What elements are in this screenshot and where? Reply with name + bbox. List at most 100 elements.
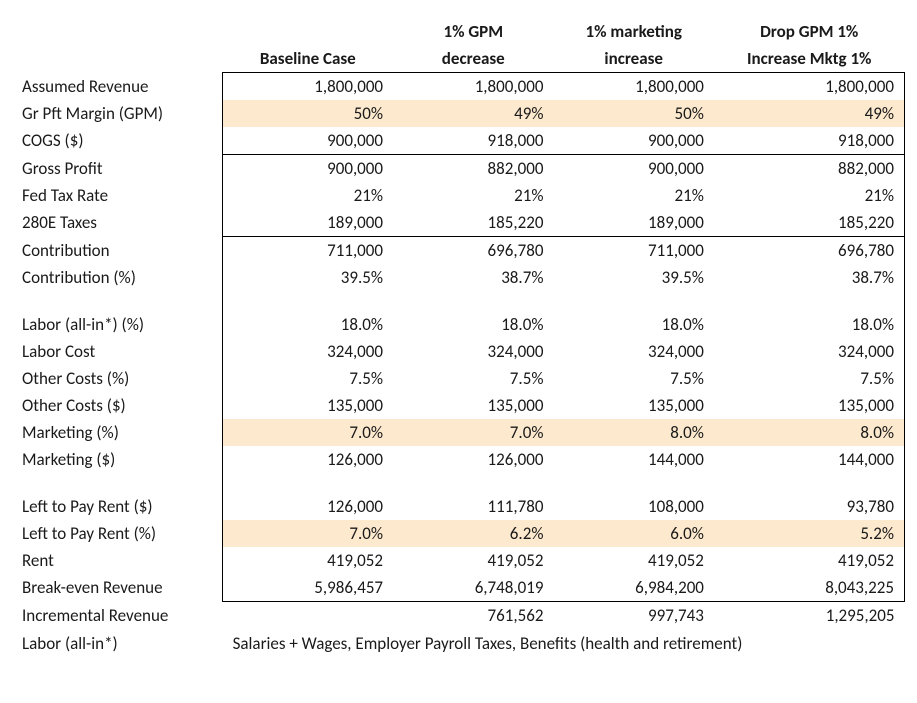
label-marketing-cost: Marketing ($) (12, 446, 223, 473)
cell-left-rent-pct-c2: 6.2% (393, 520, 553, 547)
row-280e: 280E Taxes 189,000 185,220 189,000 185,2… (12, 209, 905, 237)
label-revenue: Assumed Revenue (12, 73, 223, 101)
cell-labor-pct-c1: 18.0% (223, 311, 393, 338)
cell-revenue-c2: 1,800,000 (393, 73, 553, 101)
col4-header1: Drop GPM 1% (714, 18, 905, 45)
cell-left-rent-c2: 111,780 (393, 493, 553, 520)
footnote-text: Salaries + Wages, Employer Payroll Taxes… (223, 629, 905, 657)
cell-marketing-cost-c3: 144,000 (553, 446, 713, 473)
cell-rent-c1: 419,052 (223, 547, 393, 574)
cell-left-rent-c3: 108,000 (553, 493, 713, 520)
cell-left-rent-pct-c3: 6.0% (553, 520, 713, 547)
cell-contribution-c3: 711,000 (553, 237, 713, 265)
cell-280e-c1: 189,000 (223, 209, 393, 237)
cell-rent-c4: 419,052 (714, 547, 905, 574)
cell-fed-tax-c4: 21% (714, 182, 905, 209)
cell-other-cost-c2: 135,000 (393, 392, 553, 419)
cell-contribution-pct-c2: 38.7% (393, 264, 553, 291)
cell-labor-cost-c3: 324,000 (553, 338, 713, 365)
cell-labor-cost-c4: 324,000 (714, 338, 905, 365)
scenario-table: 1% GPM 1% marketing Drop GPM 1% Baseline… (12, 18, 905, 657)
cell-cogs-c3: 900,000 (553, 127, 713, 155)
row-footnote: Labor (all-in*) Salaries + Wages, Employ… (12, 629, 905, 657)
row-incremental: Incremental Revenue 761,562 997,743 1,29… (12, 602, 905, 630)
row-contribution: Contribution 711,000 696,780 711,000 696… (12, 237, 905, 265)
cell-labor-cost-c2: 324,000 (393, 338, 553, 365)
spacer-1 (12, 291, 905, 311)
cell-fed-tax-c1: 21% (223, 182, 393, 209)
cell-other-pct-c2: 7.5% (393, 365, 553, 392)
cell-revenue-c4: 1,800,000 (714, 73, 905, 101)
cell-marketing-cost-c2: 126,000 (393, 446, 553, 473)
row-left-rent-pct: Left to Pay Rent (%) 7.0% 6.2% 6.0% 5.2% (12, 520, 905, 547)
label-rent: Rent (12, 547, 223, 574)
cell-labor-pct-c3: 18.0% (553, 311, 713, 338)
label-left-rent: Left to Pay Rent ($) (12, 493, 223, 520)
cell-marketing-pct-c3: 8.0% (553, 419, 713, 446)
cell-left-rent-pct-c1: 7.0% (223, 520, 393, 547)
row-break-even: Break-even Revenue 5,986,457 6,748,019 6… (12, 574, 905, 602)
cell-revenue-c3: 1,800,000 (553, 73, 713, 101)
label-other-pct: Other Costs (%) (12, 365, 223, 392)
cell-contribution-pct-c3: 39.5% (553, 264, 713, 291)
cell-break-even-c1: 5,986,457 (223, 574, 393, 602)
cell-gpm-c2: 49% (393, 100, 553, 127)
label-contribution-pct: Contribution (%) (12, 264, 223, 291)
row-rent: Rent 419,052 419,052 419,052 419,052 (12, 547, 905, 574)
cell-fed-tax-c3: 21% (553, 182, 713, 209)
label-gross-profit: Gross Profit (12, 155, 223, 183)
cell-other-pct-c3: 7.5% (553, 365, 713, 392)
cell-break-even-c4: 8,043,225 (714, 574, 905, 602)
cell-marketing-cost-c1: 126,000 (223, 446, 393, 473)
cell-280e-c4: 185,220 (714, 209, 905, 237)
cell-cogs-c2: 918,000 (393, 127, 553, 155)
cell-labor-pct-c2: 18.0% (393, 311, 553, 338)
row-other-cost: Other Costs ($) 135,000 135,000 135,000 … (12, 392, 905, 419)
cell-left-rent-pct-c4: 5.2% (714, 520, 905, 547)
cell-gross-profit-c2: 882,000 (393, 155, 553, 183)
cell-other-cost-c1: 135,000 (223, 392, 393, 419)
label-labor-cost: Labor Cost (12, 338, 223, 365)
cell-gross-profit-c3: 900,000 (553, 155, 713, 183)
col2-header1: 1% GPM (393, 18, 553, 45)
row-other-pct: Other Costs (%) 7.5% 7.5% 7.5% 7.5% (12, 365, 905, 392)
cell-other-pct-c1: 7.5% (223, 365, 393, 392)
col2-header2: decrease (393, 45, 553, 73)
cell-contribution-c4: 696,780 (714, 237, 905, 265)
cell-labor-cost-c1: 324,000 (223, 338, 393, 365)
cell-other-pct-c4: 7.5% (714, 365, 905, 392)
label-marketing-pct: Marketing (%) (12, 419, 223, 446)
cell-280e-c2: 185,220 (393, 209, 553, 237)
cell-break-even-c3: 6,984,200 (553, 574, 713, 602)
cell-fed-tax-c2: 21% (393, 182, 553, 209)
label-other-cost: Other Costs ($) (12, 392, 223, 419)
cell-marketing-pct-c1: 7.0% (223, 419, 393, 446)
footnote-label: Labor (all-in*) (12, 629, 223, 657)
cell-revenue-c1: 1,800,000 (223, 73, 393, 101)
label-fed-tax: Fed Tax Rate (12, 182, 223, 209)
cell-gpm-c4: 49% (714, 100, 905, 127)
cell-contribution-c1: 711,000 (223, 237, 393, 265)
cell-cogs-c4: 918,000 (714, 127, 905, 155)
col3-header2: increase (553, 45, 713, 73)
cell-other-cost-c3: 135,000 (553, 392, 713, 419)
row-revenue: Assumed Revenue 1,800,000 1,800,000 1,80… (12, 73, 905, 101)
row-labor-cost: Labor Cost 324,000 324,000 324,000 324,0… (12, 338, 905, 365)
cell-incremental-c4: 1,295,205 (714, 602, 905, 630)
cell-gross-profit-c4: 882,000 (714, 155, 905, 183)
header-row-1: 1% GPM 1% marketing Drop GPM 1% (12, 18, 905, 45)
label-contribution: Contribution (12, 237, 223, 265)
row-marketing-pct: Marketing (%) 7.0% 7.0% 8.0% 8.0% (12, 419, 905, 446)
label-280e: 280E Taxes (12, 209, 223, 237)
cell-gpm-c1: 50% (223, 100, 393, 127)
cell-incremental-c2: 761,562 (393, 602, 553, 630)
cell-left-rent-c1: 126,000 (223, 493, 393, 520)
cell-other-cost-c4: 135,000 (714, 392, 905, 419)
cell-gpm-c3: 50% (553, 100, 713, 127)
spacer-2 (12, 473, 905, 493)
cell-marketing-pct-c2: 7.0% (393, 419, 553, 446)
col1-header1 (223, 18, 393, 45)
col4-header2: Increase Mktg 1% (714, 45, 905, 73)
label-cogs: COGS ($) (12, 127, 223, 155)
cell-left-rent-c4: 93,780 (714, 493, 905, 520)
